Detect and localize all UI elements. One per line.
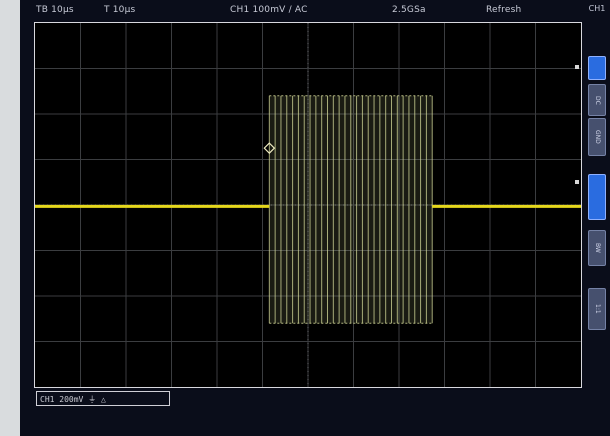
burst-envelope xyxy=(269,95,433,324)
side-menu: CH1 DC GND BW 1:1 xyxy=(586,4,608,340)
signal-burst xyxy=(268,95,433,324)
status-bar: TB 10µs T 10µs CH1 100mV / AC 2.5GSa Ref… xyxy=(20,0,592,22)
sample-rate-label: 2.5GSa xyxy=(392,5,426,15)
waveform-graph[interactable] xyxy=(35,23,581,387)
upper-scroll-indicator xyxy=(575,65,579,69)
side-menu-title: CH1 xyxy=(588,4,606,13)
waveform-screen[interactable] xyxy=(34,22,582,388)
oscilloscope-display: TB 10µs T 10µs CH1 100mV / AC 2.5GSa Ref… xyxy=(20,0,610,436)
side-button-ratio[interactable]: 1:1 xyxy=(588,288,606,330)
side-button-dc[interactable]: DC xyxy=(588,84,606,116)
trigger-time-label: T 10µs xyxy=(104,5,136,15)
trigger-marker-icon xyxy=(263,142,276,154)
side-button-4[interactable] xyxy=(588,174,606,220)
side-button-bw[interactable]: BW xyxy=(588,230,606,266)
side-button-gnd[interactable]: GND xyxy=(588,118,606,156)
acquisition-mode-label: Refresh xyxy=(486,5,522,15)
graticule-grid xyxy=(35,23,581,387)
timebase-label: TB 10µs xyxy=(36,5,74,15)
channel-setting-label: CH1 100mV / AC xyxy=(230,5,308,15)
side-button-1[interactable] xyxy=(588,56,606,80)
channel-info-box: CH1 200mV ⏚ △ xyxy=(36,391,170,406)
lower-scroll-indicator xyxy=(575,180,579,184)
